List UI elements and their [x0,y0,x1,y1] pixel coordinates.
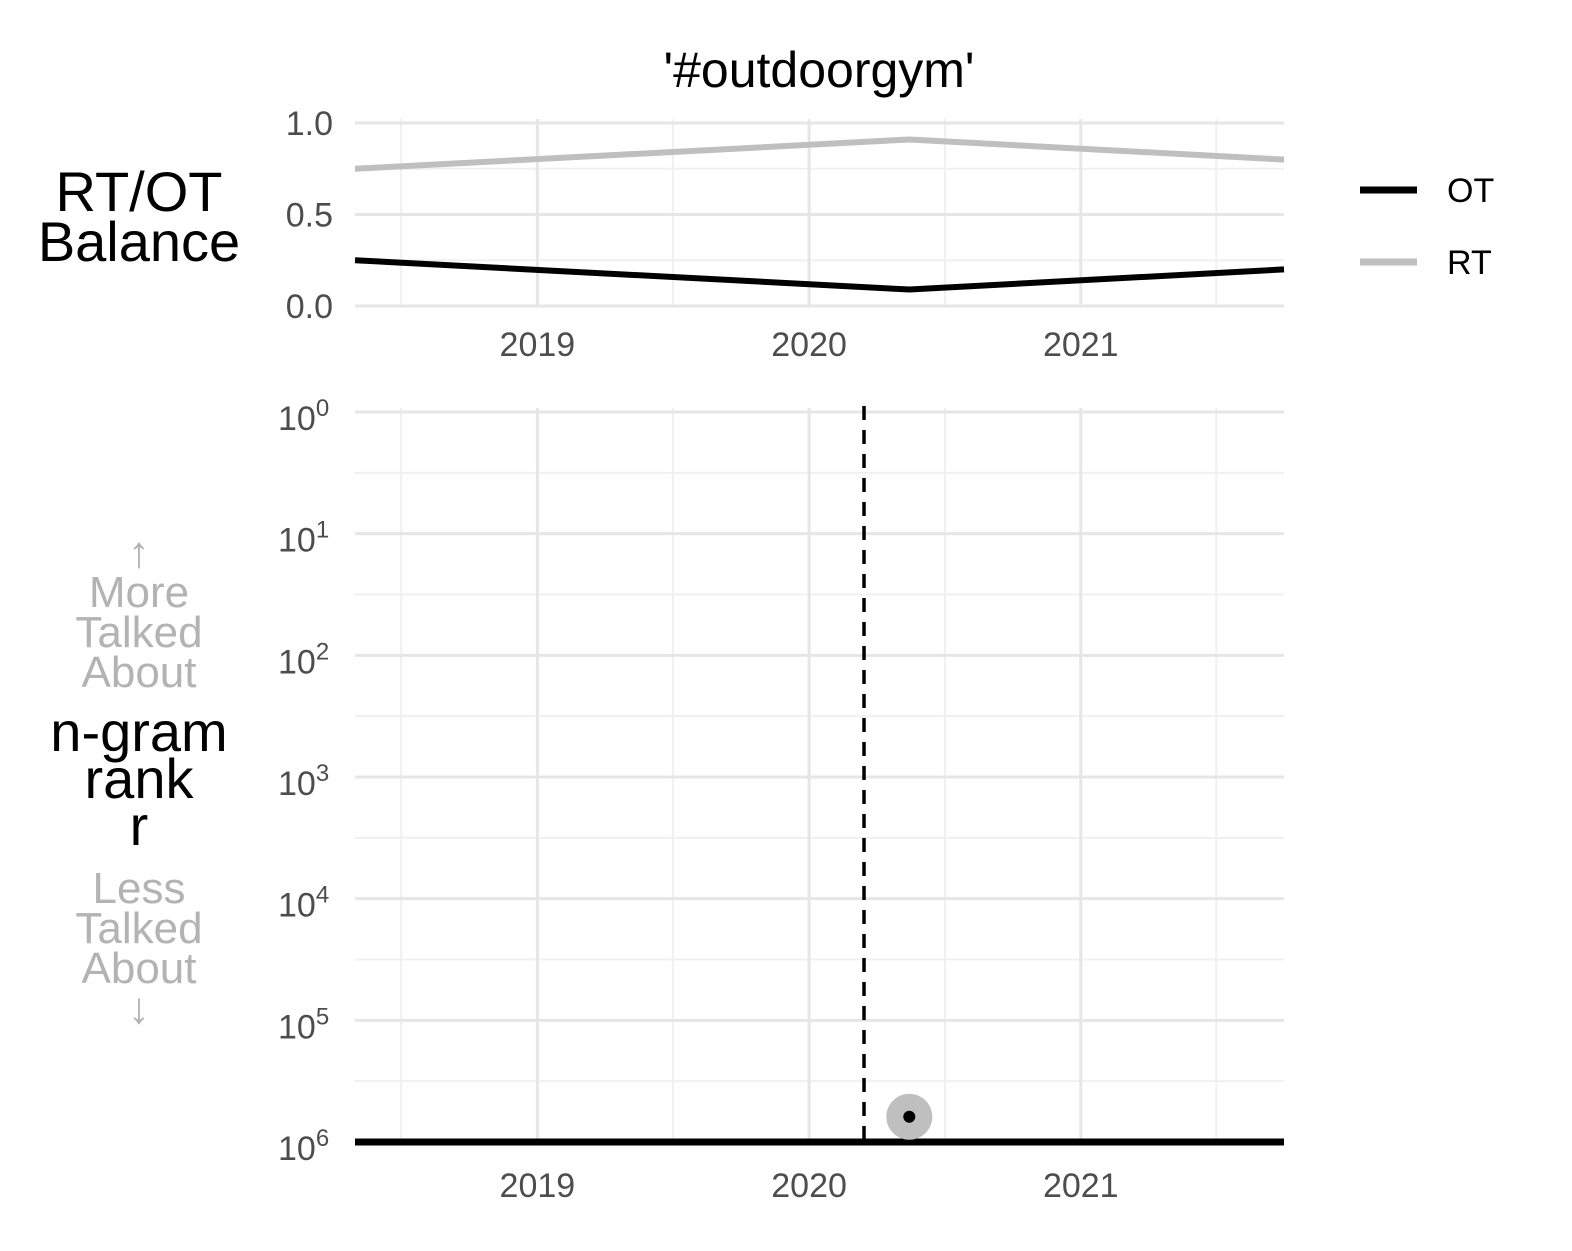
x-tick-label: 2019 [500,1167,576,1205]
x-tick-label: 2020 [771,1167,847,1205]
y-tick-label: 105 [278,1003,329,1046]
y-tick-label: 0.5 [286,197,333,235]
y-tick-label: 103 [278,760,329,803]
y-tick-label: 106 [278,1125,329,1168]
legend-label-rt: RT [1447,244,1492,282]
x-tick-label: 2020 [771,326,847,364]
annotation-less-talked-about: About [82,944,197,993]
chart-title: '#outdoorgym' [664,42,975,98]
annotation-less-talked-about: ↓ [128,984,150,1033]
y-tick-label: 100 [278,395,329,438]
y-axis-label: Balance [38,210,240,273]
x-tick-label: 2021 [1043,1167,1119,1205]
y-axis-label: RT/OT [56,160,223,223]
y-tick-label: 104 [278,882,329,925]
y-axis-label: n-gram [50,700,227,763]
annotation-less-talked-about: Talked [75,904,202,953]
y-tick-label: 101 [278,517,329,560]
data-point-ot [903,1110,916,1123]
annotation-more-talked-about: More [89,568,189,617]
series-line-rt [354,136,1285,172]
annotation-less-talked-about: Less [93,864,186,913]
series-line-ot [354,257,1285,293]
y-tick-label: 0.0 [286,288,333,326]
annotation-more-talked-about: About [82,648,197,697]
y-axis-label: r [130,794,149,857]
annotation-more-talked-about: ↑ [128,528,150,577]
annotation-more-talked-about: Talked [75,608,202,657]
y-axis-label: rank [85,747,195,810]
y-tick-label: 1.0 [286,105,333,143]
x-tick-label: 2021 [1043,326,1119,364]
y-tick-label: 102 [278,638,329,681]
legend-label-ot: OT [1447,172,1494,210]
x-tick-label: 2019 [500,326,576,364]
